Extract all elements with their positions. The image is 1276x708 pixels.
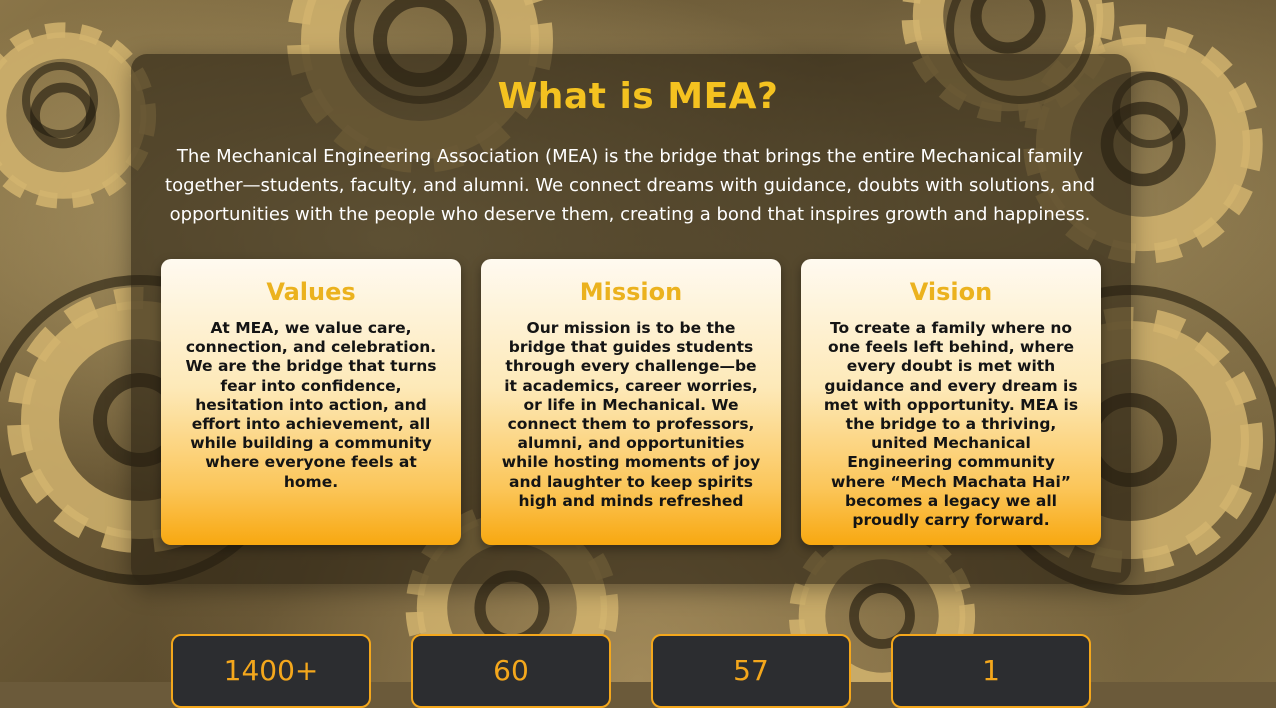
about-description: The Mechanical Engineering Association (… [165,146,1095,225]
vision-card: Vision To create a family where no one f… [801,259,1101,545]
vision-card-title: Vision [909,278,993,306]
stat-value: 1 [982,654,1000,687]
stat-value: 1400+ [223,654,319,687]
stat-box-fourth: 1 [891,634,1091,708]
stat-box-third: 57 [651,634,851,708]
mission-card-title: Mission [579,278,683,306]
stat-box-members: 1400+ [171,634,371,708]
stat-value: 57 [733,654,769,687]
vision-card-text: To create a family where no one feels le… [823,319,1079,530]
mission-card: Mission Our mission is to be the bridge … [481,259,781,545]
about-title: What is MEA? [497,76,779,117]
values-card-text: At MEA, we value care, connection, and c… [185,319,437,491]
stat-box-second: 60 [411,634,611,708]
stat-value: 60 [493,654,529,687]
values-card: Values At MEA, we value care, connection… [161,259,461,545]
mission-card-text: Our mission is to be the bridge that gui… [501,319,761,510]
values-card-title: Values [266,278,356,306]
